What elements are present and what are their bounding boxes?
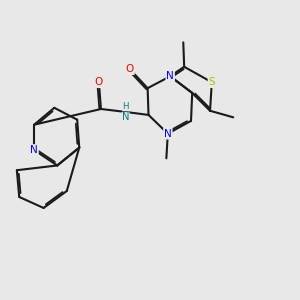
Text: N: N <box>164 129 172 139</box>
Text: N: N <box>30 145 38 155</box>
Text: O: O <box>95 77 103 87</box>
Text: S: S <box>208 77 215 87</box>
Text: N: N <box>122 112 129 122</box>
Text: H: H <box>122 102 129 111</box>
Text: N: N <box>166 71 174 81</box>
Text: O: O <box>126 64 134 74</box>
